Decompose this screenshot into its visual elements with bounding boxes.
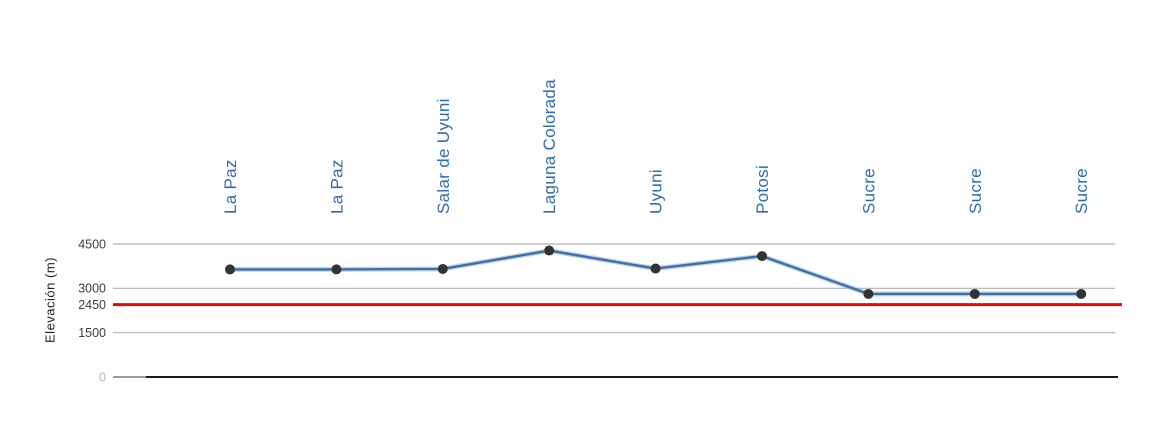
city-label: Laguna Colorada [540, 79, 559, 214]
data-point-marker [650, 263, 661, 274]
data-point-marker [331, 264, 342, 275]
y-tick-label: 3000 [78, 282, 106, 296]
city-label: Salar de Uyuni [434, 98, 453, 214]
y-tick-label: 0 [99, 370, 106, 384]
y-tick-label: 4500 [78, 237, 106, 251]
city-label: Sucre [966, 168, 985, 214]
y-tick-label: 1500 [78, 326, 106, 340]
data-point-marker [757, 251, 767, 262]
city-label: La Paz [221, 159, 240, 214]
city-label: Potosi [753, 165, 772, 214]
data-point-marker [544, 245, 555, 256]
y-tick-label: 2450 [78, 298, 106, 312]
city-label: Sucre [1072, 168, 1091, 214]
data-point-marker [1076, 288, 1087, 299]
city-label: La Paz [327, 159, 346, 214]
y-axis-title: Elevación (m) [43, 257, 58, 343]
data-point-marker [437, 263, 448, 274]
city-label: Sucre [859, 168, 878, 214]
data-point-marker [863, 288, 874, 299]
data-point-marker [225, 264, 235, 275]
city-label: Uyuni [647, 169, 666, 214]
data-point-marker [969, 288, 980, 299]
